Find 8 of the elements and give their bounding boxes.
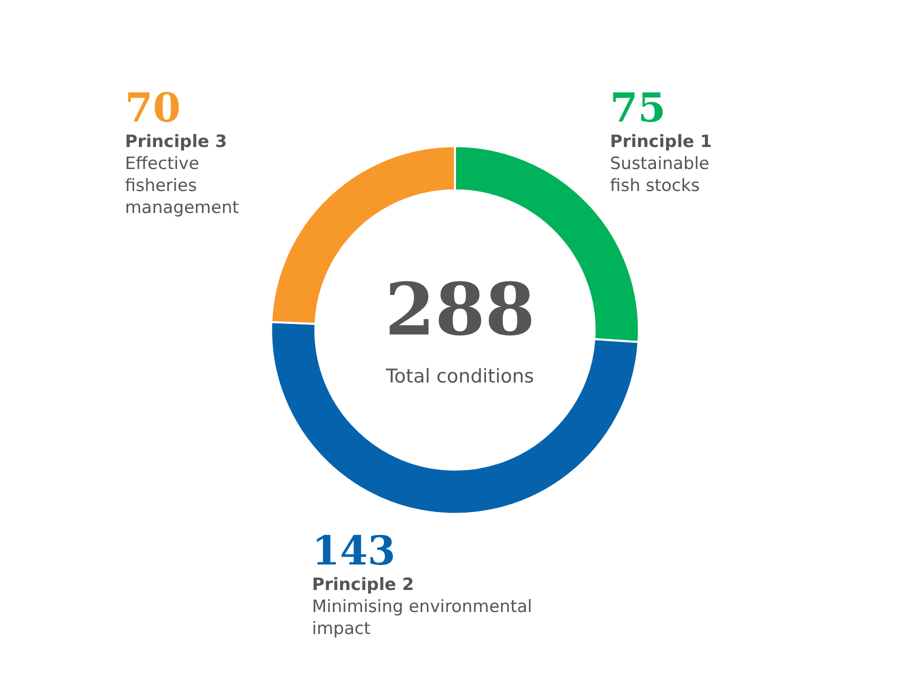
- slice-label: Principle 1 Sustainable fish stocks: [610, 132, 712, 196]
- slice-label: Principle 2 Minimising environmental impact: [312, 575, 532, 639]
- data-label: 75: [610, 84, 666, 132]
- slice-label: Principle 3 Effective fisheries management: [125, 132, 240, 218]
- text: 288: [384, 266, 536, 352]
- data-label: 143: [312, 528, 396, 574]
- text: Total conditions: [384, 366, 534, 388]
- data-label: 70: [125, 84, 181, 132]
